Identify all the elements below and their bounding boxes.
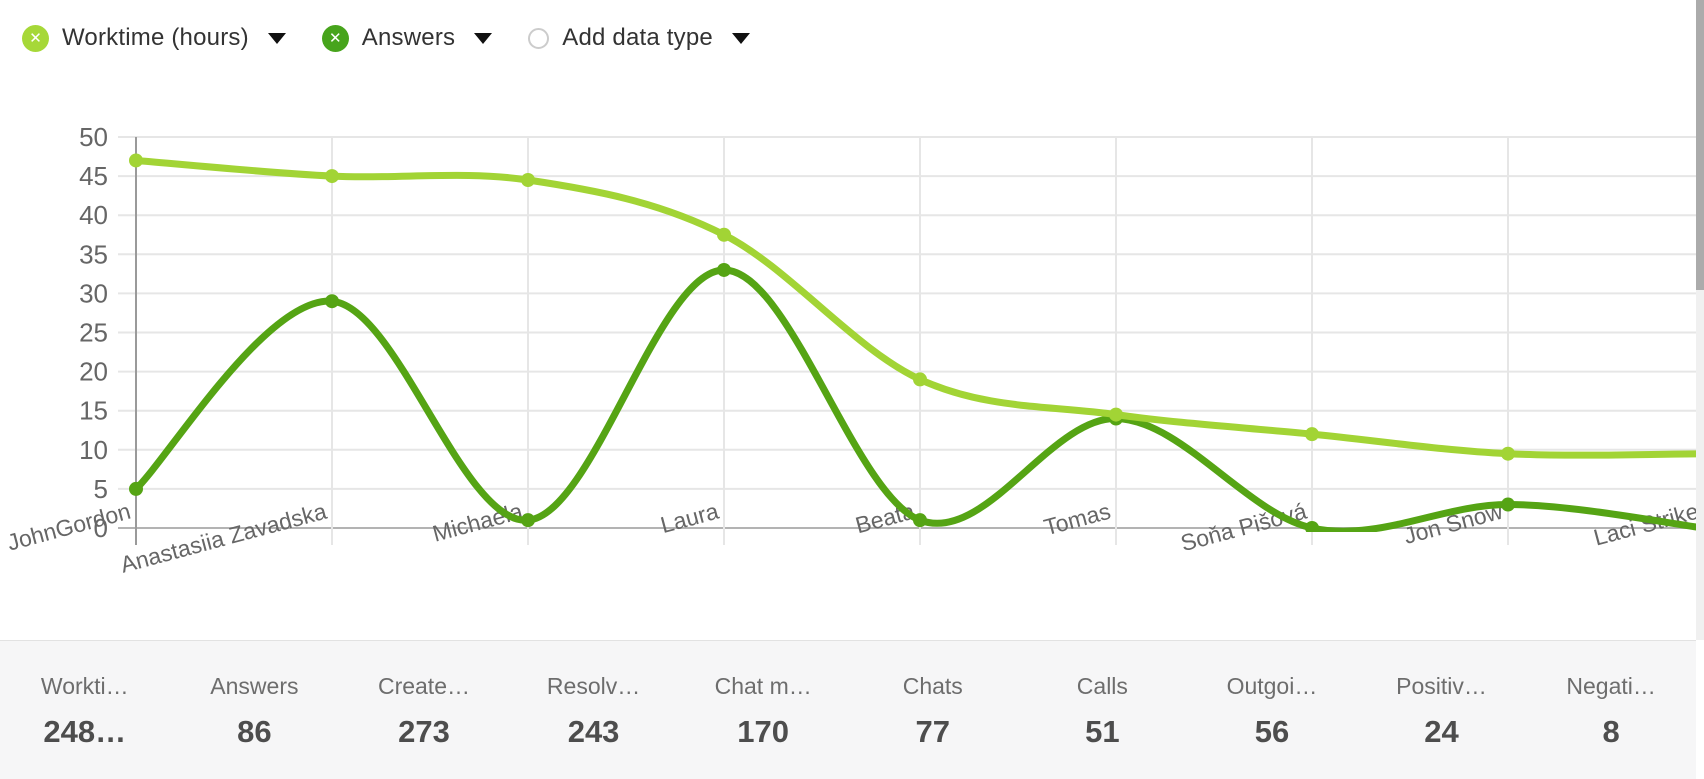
stat-column: Positiv… 24 [1357,641,1527,750]
legend-item-answers[interactable]: ✕ Answers [321,24,493,52]
x-tick-label: Tomas [1041,498,1113,541]
chevron-down-icon[interactable] [474,32,493,44]
stat-column: Create… 273 [339,641,509,750]
vertical-scrollbar-track[interactable] [1696,0,1704,640]
y-tick-label: 30 [79,278,108,308]
data-point[interactable] [129,153,143,168]
x-tick-label: Soňa Pišová [1178,498,1310,557]
stat-label: Workti… [40,673,129,699]
data-point[interactable] [717,262,731,277]
summary-stats-bar: Workti… 248… Answers 86 Create… 273 Resolv… 243… [0,640,1696,779]
remove-series-icon[interactable]: ✕ [22,24,49,52]
legend-item-add-data-type[interactable]: Add data type [528,24,750,52]
stat-value: 8 [1602,714,1620,749]
stat-value: 77 [915,714,950,749]
data-point[interactable] [717,227,731,242]
stat-column: Outgoi… 56 [1187,641,1357,750]
y-tick-label: 0 [94,513,108,543]
stat-column: Calls 51 [1018,641,1188,750]
chart-legend: ✕ Worktime (hours) ✕ Answers Add data ty… [0,0,1704,76]
stat-label: Positiv… [1396,673,1487,699]
vertical-scrollbar-thumb[interactable] [1696,0,1704,290]
data-point[interactable] [1109,407,1123,422]
data-point[interactable] [325,169,339,184]
data-point[interactable] [1305,521,1319,535]
add-data-type-radio-icon[interactable] [528,27,550,49]
legend-item-label: Answers [361,24,456,51]
stat-value: 243 [567,714,620,749]
x-tick-label: Anastasiia Zavadska [118,498,330,578]
stat-label: Calls [1076,673,1128,699]
data-point[interactable] [1501,497,1515,512]
y-tick-label: 40 [79,200,108,230]
stat-column: Answers 86 [170,641,340,750]
stat-column: Workti… 248… [0,641,170,750]
y-tick-label: 45 [79,161,108,191]
chevron-down-icon[interactable] [267,32,286,44]
stat-label: Outgoi… [1226,673,1318,699]
stat-label: Chat m… [714,673,812,699]
stat-value: 56 [1254,714,1290,749]
x-tick-label: Laura [658,498,722,538]
legend-item-worktime[interactable]: ✕ Worktime (hours) [22,24,286,52]
x-tick-label: Michaela [430,498,526,547]
data-point[interactable] [129,481,143,496]
stat-label: Create… [377,673,470,699]
y-tick-label: 20 [79,357,108,387]
chevron-down-icon[interactable] [731,32,750,44]
stat-value: 273 [398,714,450,749]
data-point[interactable] [325,294,339,309]
stat-value: 24 [1424,714,1459,749]
line-chart: 0 5 10 15 20 25 30 35 40 45 50 JohnGordon Anastasiia… [4,122,1704,578]
data-point[interactable] [1305,427,1319,442]
stat-label: Negati… [1566,673,1656,699]
x-tick-label: Beata [853,498,918,539]
legend-item-label: Add data type [562,24,713,51]
data-point[interactable] [521,173,535,188]
stat-column: Resolv… 243 [509,641,679,750]
stat-value: 170 [737,714,790,749]
y-tick-label: 50 [79,122,108,152]
data-point[interactable] [521,513,535,528]
stat-column: Chats 77 [848,641,1018,750]
y-tick-label: 10 [79,435,108,465]
remove-series-icon[interactable]: ✕ [321,24,349,52]
stat-column: Negati… 8 [1526,641,1696,750]
y-tick-label: 15 [79,396,108,426]
data-point[interactable] [1501,446,1515,461]
y-tick-label: 35 [79,239,108,269]
x-tick-label: JohnGordon [4,498,133,556]
stat-column: Chat m… 170 [678,641,848,750]
series-line-answers [132,266,1704,532]
stat-value: 248… [43,714,127,749]
y-tick-label: 25 [79,318,108,348]
stat-value: 51 [1085,714,1120,749]
data-point[interactable] [913,513,927,528]
stat-label: Chats [902,673,963,699]
data-point[interactable] [913,372,927,387]
chart-svg: 0 5 10 15 20 25 30 35 40 45 50 JohnGordonAnastasiia… [4,122,1704,578]
stat-value: 86 [237,714,272,749]
stat-label: Answers [210,673,299,699]
legend-item-label: Worktime (hours) [62,24,249,51]
stat-label: Resolv… [546,673,641,699]
y-tick-label: 5 [94,474,108,504]
